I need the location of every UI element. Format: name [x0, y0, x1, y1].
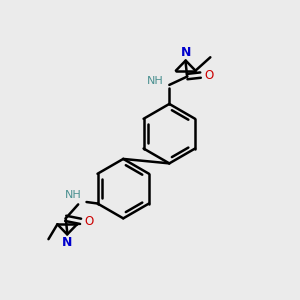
Text: N: N: [181, 46, 191, 59]
Text: O: O: [84, 215, 93, 228]
Text: NH: NH: [64, 190, 81, 200]
Text: O: O: [204, 69, 213, 82]
Text: NH: NH: [147, 76, 164, 86]
Text: N: N: [62, 236, 72, 249]
